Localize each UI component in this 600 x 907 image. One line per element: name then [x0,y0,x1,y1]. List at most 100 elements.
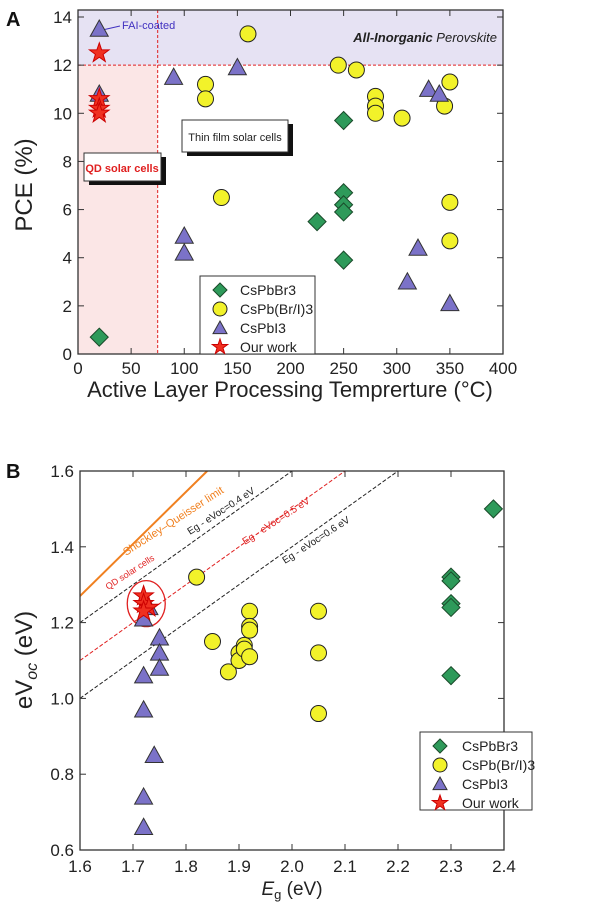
qd-ellipse [126,580,166,628]
point-diamond [333,250,354,270]
point-triangle [133,699,154,718]
l06-label: Eg - eVoc=0.6 eV [281,515,353,567]
x-tick-label: 1.8 [174,857,198,876]
x-tick-label: 300 [383,359,411,378]
point-circle [197,75,214,93]
point-triangle [397,271,418,290]
x-tick-label: 2.2 [386,857,410,876]
inorganic-label: All-Inorganic Perovskite [352,30,497,45]
point-triangle [133,665,154,684]
x-axis-label: Eg (eV) [261,879,322,902]
y-tick-label: 0.6 [50,841,74,860]
x-tick-label: 1.7 [121,857,145,876]
legend: CsPbBr3 CsPb(Br/I)3 CsPbI3 Our work [199,275,316,355]
x-tick-label: 0 [73,359,82,378]
legend-marker [210,337,230,355]
point-diamond [483,499,504,519]
point-circle [393,109,411,127]
x-tick-label: 100 [170,359,198,378]
y-tick-label: 1.6 [50,462,74,481]
point-circle [241,621,259,639]
y-tick-label: 1.4 [50,538,74,557]
point-triangle [429,83,450,102]
point-circle [310,602,327,620]
legend-marker [432,738,448,754]
thin-label: Thin film solar cells [188,132,282,144]
point-star [87,41,111,63]
point-circle [188,568,206,586]
x-tick-label: 1.6 [68,857,92,876]
point-circle [219,663,237,681]
legend-marker [212,301,228,317]
point-diamond [441,597,461,618]
panel-label: A [6,9,20,31]
point-circle [212,189,230,207]
panel-b: 1.6 1.7 1.8 1.9 2.0 2.1 2.2 2.3 2.4 0.6 0.8 1.0 1.2 1… [6,461,535,902]
y-label-main: eV [11,680,38,709]
point-circle [367,104,384,122]
y-axis-label: eVoc (eV) [11,611,41,709]
point-triangle [89,19,110,37]
x-tick-label: 400 [489,359,517,378]
y-tick-label: 0 [63,345,72,364]
point-circle [204,633,221,651]
point-circle [347,61,365,79]
legend: CsPbBr3 CsPb(Br/I)3 CsPbI3 Our work [419,731,535,811]
sq-limit-line [80,471,208,597]
point-triangle [149,658,170,676]
legend-label: Our work [462,795,520,811]
point-triangle [440,293,460,312]
x-tick-label: 50 [122,359,141,378]
x-tick-label: 1.9 [227,857,251,876]
y-axis-label: PCE (%) [11,138,38,231]
x-tick-label: 350 [436,359,464,378]
y-tick-label: 2 [63,297,72,316]
legend-label: CsPb(Br/I)3 [240,301,313,317]
point-diamond [89,327,109,347]
legend-marker [432,775,448,791]
legend-label: CsPbBr3 [462,738,518,754]
legend-label: CsPbBr3 [240,282,296,298]
point-triangle [408,238,428,256]
x-tick-label: 150 [223,359,251,378]
point-circle [441,73,459,91]
x-axis-label: Active Layer Processing Temprerture (°C) [87,377,493,402]
point-triangle [227,57,248,76]
y-tick-label: 4 [63,249,72,268]
y-tick-label: 1.2 [50,614,74,633]
x-tick-label: 200 [276,359,304,378]
x-label-sub: g [274,887,281,902]
panel-label: B [6,461,20,483]
legend-label: CsPbI3 [462,776,508,792]
point-triangle [174,242,195,261]
legend-marker [432,757,448,773]
x-label-main: E [261,879,274,900]
fai-label: FAI-coated [122,20,175,32]
point-circle [441,193,459,211]
y-label-sub: oc [24,663,41,680]
y-tick-label: 8 [63,152,72,171]
point-diamond [441,665,461,686]
qd-label: QD solar cells [85,163,158,175]
point-circle [310,705,327,723]
point-diamond [307,211,327,232]
legend-label: CsPb(Br/I)3 [462,757,535,773]
point-triangle [133,817,154,835]
loss-line [80,471,293,624]
x-tick-label: 2.0 [280,857,304,876]
point-circle [329,56,347,74]
panel-a: 0 50 100 150 200 250 300 350 400 0 2 4 6 8 10 12 14 Activ… [6,8,517,402]
inorganic-region [78,10,503,66]
legend-label: Our work [240,339,298,355]
point-triangle [144,745,165,763]
point-circle [310,644,327,662]
inorganic-italic: Perovskite [436,30,497,45]
point-diamond [441,571,461,591]
point-triangle [418,79,439,97]
qd-region [78,65,158,355]
legend-marker [430,793,450,811]
y-tick-label: 6 [63,201,72,220]
loss-line [80,471,399,699]
x-tick-label: 250 [329,359,357,378]
